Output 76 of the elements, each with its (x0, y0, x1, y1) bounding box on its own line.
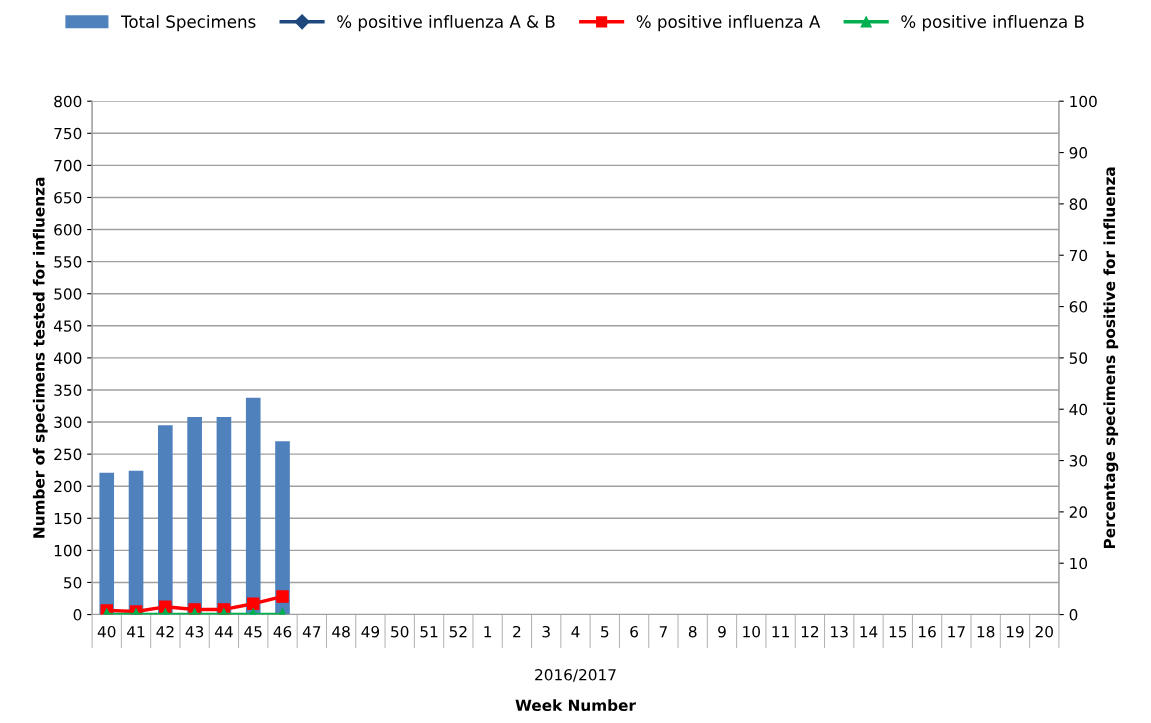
x-tick-label: 45 (244, 626, 262, 638)
y-tick-label: 350 (54, 384, 82, 396)
legend-label: Total Specimens (121, 15, 256, 32)
x-tick-label: 44 (214, 626, 233, 638)
x-tick-label: 17 (948, 626, 965, 638)
y-tick-label: 200 (54, 480, 82, 493)
y2-tick-label: 40 (1069, 403, 1088, 416)
x-tick-label: 1 (484, 626, 492, 638)
x-tick-label: 52 (449, 625, 467, 638)
text: 2016/2017 (535, 669, 616, 682)
x-tick-label: 51 (420, 626, 438, 638)
x-tick-label: 8 (688, 625, 697, 638)
x-tick-label: 11 (772, 626, 789, 638)
bar (158, 425, 173, 615)
y-axis-title: Number of specimens tested for influenza (32, 177, 48, 538)
x-axis-title: Week Number (515, 699, 636, 712)
x-tick-label: 13 (831, 625, 848, 638)
x-tick-label: 50 (391, 625, 409, 638)
bar (128, 470, 144, 615)
y-tick-label: 450 (53, 320, 82, 332)
y2-tick-label: 90 (1069, 147, 1088, 159)
legend-label: % positive influenza B (901, 15, 1084, 32)
x-tick-label: 46 (273, 625, 292, 638)
y-tick-label: 100 (54, 544, 82, 557)
x-tick-label: 41 (127, 626, 145, 638)
x-tick-label: 47 (302, 626, 321, 638)
y2-tick-label: 50 (1069, 352, 1088, 364)
x-tick-label: 2 (513, 625, 521, 638)
y-tick-label: 750 (54, 127, 82, 140)
legend-label: % positive influenza A & B (337, 15, 555, 32)
y2-tick-label: 80 (1069, 198, 1088, 210)
y-tick-label: 500 (54, 288, 82, 300)
x-tick-label: 18 (977, 625, 995, 638)
x-tick-label: 10 (743, 625, 760, 638)
y2-tick-label: 20 (1069, 506, 1088, 518)
y-tick-label: 0 (73, 609, 82, 621)
y-tick-label: 600 (54, 224, 82, 236)
y-tick-label: 50 (64, 576, 82, 589)
x-tick-label: 14 (860, 626, 878, 638)
y-tick-label: 150 (54, 512, 82, 525)
x-tick-label: 49 (361, 625, 380, 638)
bar (245, 397, 261, 615)
y-tick-label: 400 (53, 352, 82, 364)
legend-label: % positive influenza A (636, 15, 821, 32)
bar (187, 416, 202, 615)
x-tick-label: 5 (601, 626, 609, 638)
x-tick-label: 20 (1035, 625, 1053, 638)
y-tick-label: 550 (54, 256, 82, 268)
bar (275, 441, 290, 615)
y2-tick-label: 60 (1069, 301, 1088, 313)
x-tick-label: 12 (801, 625, 819, 638)
y2-axis-title: Percentage specimens positive for influenza (1103, 167, 1119, 549)
x-tick-label: 15 (889, 626, 907, 638)
y2-tick-label: 0 (1069, 609, 1078, 621)
y2-tick-label: 70 (1069, 249, 1088, 262)
x-tick-label: 4 (571, 626, 580, 638)
x-tick-label: 19 (1006, 625, 1024, 638)
y-tick-label: 700 (54, 159, 82, 172)
y2-tick-label: 30 (1069, 455, 1088, 467)
y-tick-label: 250 (54, 448, 82, 461)
x-tick-label: 43 (185, 625, 204, 638)
bar (99, 472, 115, 615)
x-tick-label: 9 (718, 625, 726, 638)
x-tick-label: 48 (332, 625, 350, 638)
y2-tick-label: 100 (1070, 95, 1097, 108)
x-tick-label: 3 (542, 625, 550, 638)
x-tick-label: 6 (630, 625, 638, 638)
x-tick-label: 7 (659, 626, 667, 638)
x-tick-label: 42 (156, 625, 174, 638)
y-tick-label: 800 (54, 95, 82, 108)
bar (216, 416, 232, 615)
y-tick-label: 650 (54, 191, 82, 204)
x-tick-label: 40 (97, 625, 116, 638)
y2-tick-label: 10 (1070, 557, 1088, 570)
y-tick-label: 300 (54, 416, 82, 429)
x-tick-label: 16 (919, 625, 936, 638)
